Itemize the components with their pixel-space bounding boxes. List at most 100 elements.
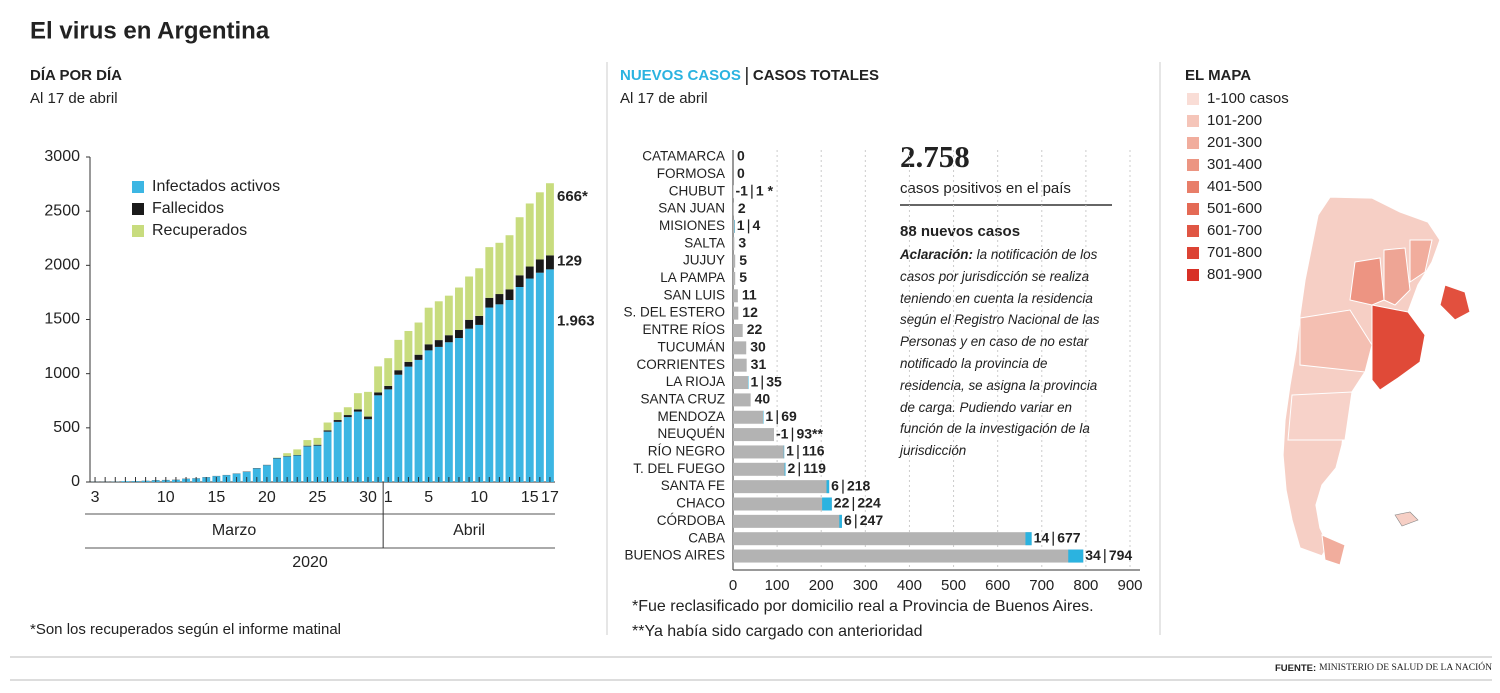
footnote: *Fue reclasificado por domicilio real a … [632, 598, 1094, 615]
bar-segment [415, 360, 423, 482]
legend-swatch [132, 225, 144, 237]
new-label: 14 [1034, 529, 1050, 545]
legend-label: 1-100 casos [1207, 90, 1289, 107]
bar-segment [374, 395, 382, 482]
category-label: CHUBUT [669, 183, 725, 198]
map-title: EL MAPA [1185, 67, 1251, 84]
bar-segment [283, 453, 291, 456]
bar-segment [526, 279, 534, 482]
total-cases: 2.758 [900, 139, 970, 174]
legend-swatch [132, 181, 144, 193]
bar-new [839, 515, 842, 528]
category-label: NEUQUÉN [657, 426, 725, 441]
bar-segment [314, 438, 322, 445]
footnote: **Ya había sido cargado con anterioridad [632, 623, 923, 640]
total-label: 247 [860, 512, 884, 528]
legend-label: Recuperados [152, 222, 247, 239]
bar-segment [303, 446, 311, 482]
bar-segment [404, 367, 412, 482]
total-label: 69 [781, 408, 797, 424]
bar-segment [364, 392, 372, 417]
new-label: 1 [786, 443, 794, 459]
bar-segment [506, 289, 514, 300]
province [1288, 392, 1352, 440]
new-label: -1 [776, 425, 789, 441]
legend-label: Infectados activos [152, 178, 280, 195]
x-tick-label: 500 [941, 577, 966, 594]
x-tick-label: 30 [359, 489, 377, 506]
bar-segment [455, 338, 463, 482]
legend-label: 401-500 [1207, 178, 1262, 195]
bar [733, 324, 743, 337]
bar-segment [324, 432, 332, 482]
total-label: 11 [742, 287, 757, 303]
category-label: LA PAMPA [660, 270, 725, 285]
bar-segment [546, 255, 554, 269]
bar-segment [303, 446, 311, 447]
bar [733, 237, 734, 250]
source-text: MINISTERIO DE SALUD DE LA NACIÓN [1319, 661, 1492, 673]
province [1350, 258, 1384, 305]
bar-segment [516, 275, 524, 287]
page-title: El virus en Argentina [30, 17, 270, 44]
province [1372, 305, 1425, 390]
bar [733, 428, 774, 441]
bar [733, 255, 735, 268]
bar-segment [324, 423, 332, 431]
source-label: FUENTE: [1275, 663, 1316, 674]
legend-label: 201-300 [1207, 134, 1262, 151]
total-label: 12 [742, 304, 758, 320]
bar-segment [293, 449, 301, 455]
bar-segment [465, 276, 473, 319]
source: FUENTE:MINISTERIO DE SALUD DE LA NACIÓN [1275, 661, 1492, 673]
category-label: MENDOZA [658, 409, 726, 424]
bar [733, 515, 842, 528]
total-label: 35 [766, 373, 782, 389]
legend-swatch [1187, 159, 1199, 171]
bar-segment [425, 350, 433, 482]
bar [733, 463, 785, 476]
x-tick-label: 15 [521, 489, 539, 506]
bar-segment [526, 203, 534, 266]
category-label: CHACO [676, 496, 725, 511]
category-label: ENTRE RÍOS [642, 322, 725, 337]
legend-label: 501-600 [1207, 200, 1262, 217]
footnote: *Son los recuperados según el informe ma… [30, 621, 341, 638]
bar-segment [526, 267, 534, 279]
category-label: SAN JUAN [658, 201, 725, 216]
category-label: MISIONES [659, 218, 725, 233]
new-label: 22 [834, 495, 850, 511]
legend-swatch [132, 203, 144, 215]
legend-swatch [1187, 269, 1199, 281]
total-label: 30 [750, 339, 766, 355]
bar-segment [303, 440, 311, 446]
series-name: CASOS TOTALES [753, 67, 879, 84]
province [1440, 285, 1470, 320]
x-tick-label: 15 [207, 489, 225, 506]
legend-label: 701-800 [1207, 244, 1262, 261]
bar-segment [384, 358, 392, 386]
bar-segment [354, 409, 362, 411]
bar-segment [364, 419, 372, 482]
category-label: BUENOS AIRES [624, 548, 725, 563]
bar-segment [435, 301, 443, 340]
province [1322, 535, 1345, 565]
category-label: CATAMARCA [642, 149, 725, 164]
x-tick-label: 10 [157, 489, 175, 506]
new-label: 34 [1085, 547, 1101, 563]
bar-segment [485, 308, 493, 482]
new-label: -1 [735, 182, 748, 198]
bar-segment [314, 446, 322, 482]
category-label: S. DEL ESTERO [623, 305, 725, 320]
legend-swatch [1187, 225, 1199, 237]
legend-swatch [1187, 203, 1199, 215]
category-label: RÍO NEGRO [648, 444, 725, 459]
x-tick-label: 300 [853, 577, 878, 594]
bar-segment [354, 412, 362, 482]
bar-segment [425, 344, 433, 350]
value-label: 666* [557, 188, 588, 205]
total-label: 3 [738, 234, 746, 250]
bar-segment [455, 288, 463, 330]
legend-label: 301-400 [1207, 156, 1262, 173]
bar-segment [495, 243, 503, 294]
